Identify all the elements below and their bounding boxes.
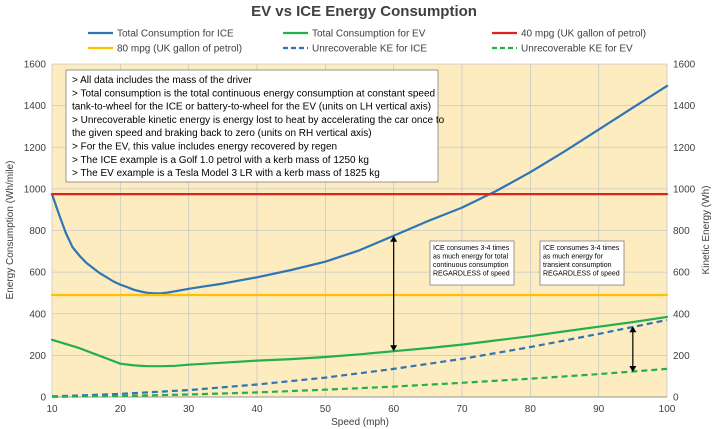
x-tick-label: 10 bbox=[46, 404, 58, 415]
x-tick-label: 30 bbox=[183, 404, 195, 415]
annotation-text-1: as much energy for total bbox=[433, 254, 509, 261]
grid bbox=[51, 63, 668, 398]
annotation-arrowhead-bottom-1 bbox=[390, 345, 398, 352]
legend-label-6: Unrecoverable KE for EV bbox=[521, 44, 633, 55]
y-tick-label-left: 200 bbox=[29, 351, 46, 362]
notes-box-frame bbox=[65, 69, 439, 183]
annotation-arrowhead-top-1 bbox=[390, 235, 398, 242]
annotation-text-2: as much energy for bbox=[543, 254, 604, 261]
legend: Total Consumption for ICE Total Consumpti… bbox=[88, 29, 646, 55]
annotation-text-1: REGARDLESS of speed bbox=[433, 271, 510, 278]
y-tick-label-right: 1400 bbox=[673, 101, 696, 112]
notes-line-3: tank-to-wheel for the ICE or battery-to-… bbox=[72, 102, 431, 113]
y-tick-label-right: 600 bbox=[673, 268, 690, 279]
annotations: ICE consumes 3-4 times as much energy for… bbox=[390, 235, 637, 373]
y-tick-label-right: 1000 bbox=[673, 184, 696, 195]
annotation-arrowhead-bottom-2 bbox=[629, 366, 637, 373]
x-tick-label: 90 bbox=[593, 404, 605, 415]
x-tick-label: 70 bbox=[456, 404, 468, 415]
legend-label-1: Total Consumption for ICE bbox=[117, 29, 234, 40]
y-axis-label-right: Kinetic Energy (Wh) bbox=[701, 186, 712, 275]
y-tick-label-left: 400 bbox=[29, 309, 46, 320]
y-tick-label-left: 600 bbox=[29, 268, 46, 279]
notes-line-1: > All data includes the mass of the driv… bbox=[72, 75, 252, 86]
notes-line-7: > The ICE example is a Golf 1.0 petrol w… bbox=[72, 155, 369, 166]
y-tick-label-right: 1200 bbox=[673, 143, 696, 154]
annotation-text-1: continuous consumption bbox=[433, 262, 509, 269]
legend-label-5: Unrecoverable KE for ICE bbox=[312, 44, 427, 55]
annotation-box-1 bbox=[429, 240, 515, 286]
legend-label-4: 80 mpg (UK gallon of petrol) bbox=[117, 44, 242, 55]
y-axis-label-left: Energy Consumption (Wh/mile) bbox=[5, 161, 16, 300]
x-axis-label: Speed (mph) bbox=[331, 417, 389, 428]
series-line-2 bbox=[50, 315, 669, 368]
series-group bbox=[50, 84, 669, 398]
series-line-6 bbox=[51, 367, 668, 398]
x-tick-label: 50 bbox=[320, 404, 332, 415]
annotation-text-2: transient consumption bbox=[543, 262, 612, 269]
y-tick-label-left: 0 bbox=[40, 393, 46, 404]
y-tick-label-right: 1600 bbox=[673, 60, 696, 71]
notes-line-4: > Unrecoverable kinetic energy is energy… bbox=[72, 115, 445, 126]
notes-box: > All data includes the mass of the driv… bbox=[65, 69, 445, 183]
annotation-arrowhead-top-2 bbox=[629, 326, 637, 333]
notes-line-8: > The EV example is a Tesla Model 3 LR w… bbox=[72, 168, 380, 179]
notes-line-2: > Total consumption is the total continu… bbox=[72, 88, 435, 99]
annotation-text-2: ICE consumes 3-4 times bbox=[543, 245, 620, 252]
x-tick-label: 40 bbox=[251, 404, 263, 415]
y-tick-label-right: 400 bbox=[673, 309, 690, 320]
annotation-text-1: ICE consumes 3-4 times bbox=[433, 245, 510, 252]
annotation-box-2 bbox=[539, 240, 625, 286]
y-tick-label-right: 200 bbox=[673, 351, 690, 362]
y-tick-label-right: 800 bbox=[673, 226, 690, 237]
legend-label-3: 40 mpg (UK gallon of petrol) bbox=[521, 29, 646, 40]
series-line-1 bbox=[50, 84, 669, 295]
notes-line-6: > For the EV, this value includes energy… bbox=[72, 142, 337, 153]
chart-title: EV vs ICE Energy Consumption bbox=[251, 3, 477, 20]
y-tick-label-left: 800 bbox=[29, 226, 46, 237]
axes: 0 0 200 200 400 400 600 600 800 800 1000 1000 1200 12… bbox=[24, 60, 696, 416]
series-line-5 bbox=[51, 318, 668, 398]
x-tick-label: 20 bbox=[115, 404, 127, 415]
y-tick-label-left: 1600 bbox=[24, 60, 47, 71]
x-tick-label: 100 bbox=[659, 404, 676, 415]
y-tick-label-left: 1400 bbox=[24, 101, 47, 112]
y-tick-label-left: 1200 bbox=[24, 143, 47, 154]
x-tick-label: 60 bbox=[388, 404, 400, 415]
y-tick-label-left: 1000 bbox=[24, 184, 47, 195]
notes-line-5: the given speed and braking back to zero… bbox=[72, 128, 372, 139]
annotation-text-2: REGARDLESS of speed bbox=[543, 271, 620, 278]
legend-label-2: Total Consumption for EV bbox=[312, 29, 426, 40]
y-tick-label-right: 0 bbox=[673, 393, 679, 404]
x-tick-label: 80 bbox=[525, 404, 537, 415]
